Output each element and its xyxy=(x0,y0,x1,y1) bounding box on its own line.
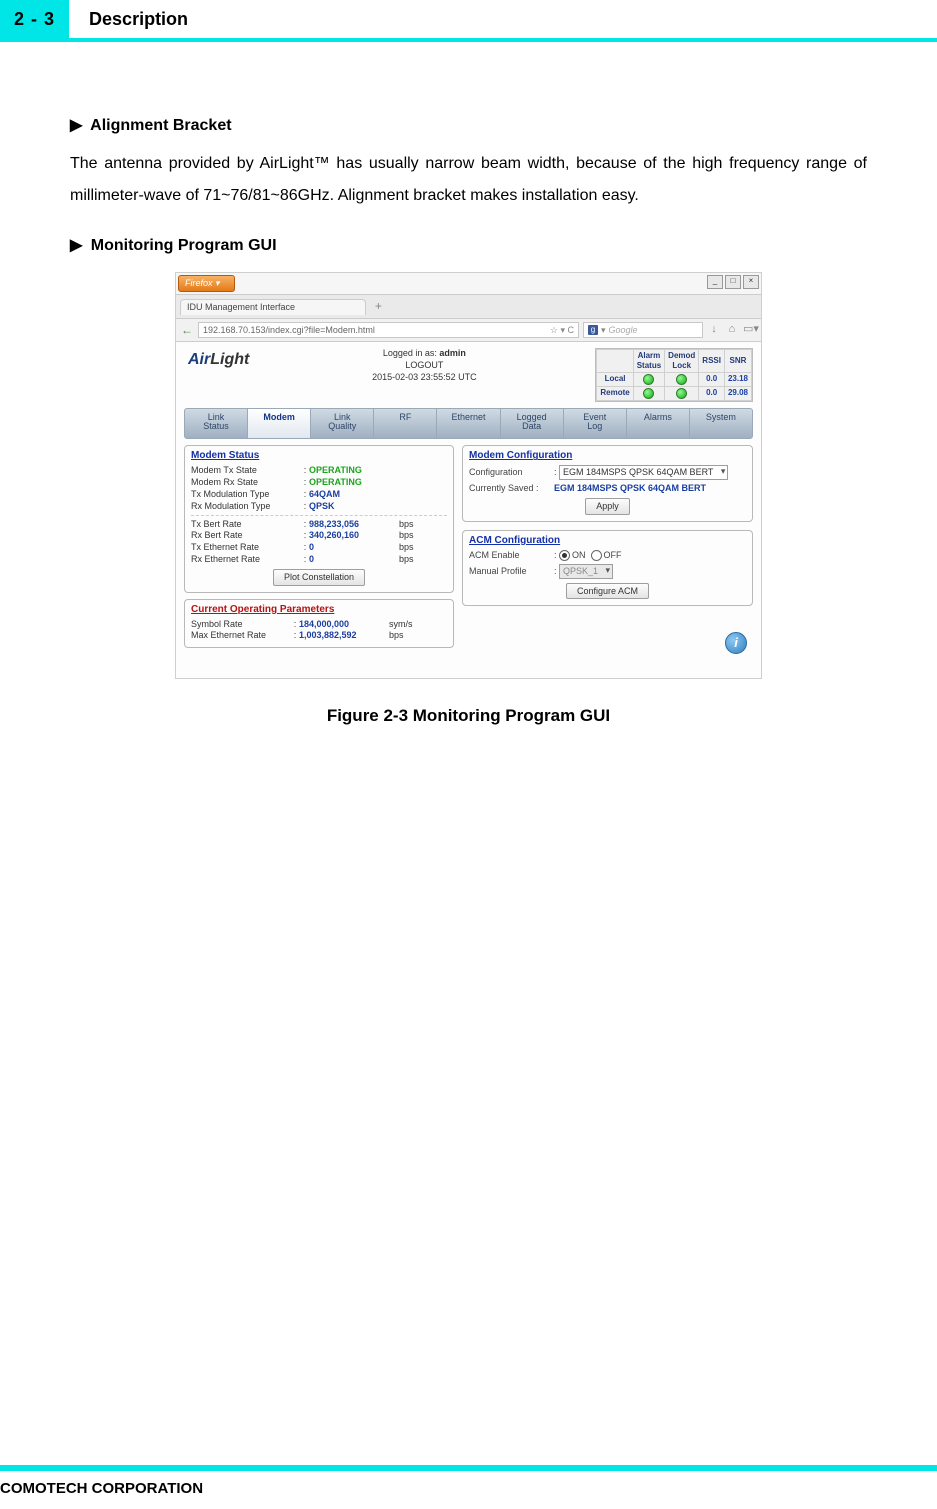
minimize-icon[interactable]: _ xyxy=(707,275,723,289)
download-icon[interactable]: ↓ xyxy=(707,323,721,336)
row-local: Local xyxy=(597,372,633,386)
col-alarm: AlarmStatus xyxy=(633,350,664,372)
modem-status-title: Modem Status xyxy=(191,450,447,462)
airlight-logo: AirLight xyxy=(184,348,253,371)
profile-select: QPSK_1 xyxy=(559,564,613,579)
tab-ethernet[interactable]: Ethernet xyxy=(437,409,500,439)
login-block: Logged in as: admin LOGOUT 2015-02-03 23… xyxy=(261,348,587,383)
tab-alarms[interactable]: Alarms xyxy=(627,409,690,439)
home-icon[interactable]: ⌂ xyxy=(725,323,739,336)
page-header: 2 - 3 Description xyxy=(0,0,937,38)
page-content: ▶ Alignment Bracket The antenna provided… xyxy=(0,42,937,733)
acm-on-radio[interactable] xyxy=(559,550,570,561)
acm-config-title: ACM Configuration xyxy=(469,535,746,547)
led-icon xyxy=(676,374,687,385)
led-icon xyxy=(676,388,687,399)
tab-event-log[interactable]: EventLog xyxy=(564,409,627,439)
row-remote: Remote xyxy=(597,386,633,400)
browser-tab[interactable]: IDU Management Interface xyxy=(180,299,366,315)
col-snr: SNR xyxy=(724,350,751,372)
bookmark-icon[interactable]: ▭▾ xyxy=(743,323,757,336)
chapter-title: Description xyxy=(69,0,188,38)
alignment-heading-text: Alignment Bracket xyxy=(90,117,231,134)
acm-config-panel: ACM Configuration ACM Enable : ON OFF Ma… xyxy=(462,530,753,607)
configure-acm-button[interactable]: Configure ACM xyxy=(566,583,649,600)
gui-topbar: AirLight Logged in as: admin LOGOUT 2015… xyxy=(184,348,753,401)
modem-status-panel: Modem Status Modem Tx State:OPERATING Mo… xyxy=(184,445,454,592)
info-icon[interactable]: i xyxy=(725,632,747,654)
led-icon xyxy=(643,374,654,385)
col-rssi: RSSI xyxy=(699,350,725,372)
bullet-icon: ▶ xyxy=(70,117,82,134)
logout-link[interactable]: LOGOUT xyxy=(405,360,443,370)
gui-body: AirLight Logged in as: admin LOGOUT 2015… xyxy=(176,342,761,678)
close-icon[interactable]: × xyxy=(743,275,759,289)
firefox-button[interactable]: Firefox ▾ xyxy=(178,275,235,292)
col-demod: DemodLock xyxy=(665,350,699,372)
new-tab-icon[interactable]: + xyxy=(369,298,388,314)
browser-tabbar: IDU Management Interface + xyxy=(176,294,761,319)
url-bar[interactable]: 192.168.70.153/index.cgi?file=Modem.html… xyxy=(198,322,579,339)
alignment-body: The antenna provided by AirLight™ has us… xyxy=(70,148,867,212)
acm-off-radio[interactable] xyxy=(591,550,602,561)
tab-rf[interactable]: RF xyxy=(374,409,437,439)
url-text: 192.168.70.153/index.cgi?file=Modem.html xyxy=(203,325,375,336)
footer-rule xyxy=(0,1465,937,1471)
maximize-icon[interactable]: □ xyxy=(725,275,741,289)
search-bar[interactable]: g ▾ Google xyxy=(583,322,703,339)
window-controls: _ □ × xyxy=(707,275,759,289)
apply-button[interactable]: Apply xyxy=(585,498,630,515)
search-placeholder: Google xyxy=(609,325,638,336)
modem-status-rows1: Modem Tx State:OPERATING Modem Rx State:… xyxy=(191,465,447,511)
plot-constellation-button[interactable]: Plot Constellation xyxy=(273,569,365,586)
tab-logged-data[interactable]: LoggedData xyxy=(501,409,564,439)
nav-back-icon[interactable]: ← xyxy=(180,323,194,337)
chapter-tag: 2 - 3 xyxy=(0,0,69,38)
google-icon: g xyxy=(588,325,598,335)
tab-modem[interactable]: Modem xyxy=(248,409,311,439)
gui-heading-text: Monitoring Program GUI xyxy=(91,237,277,254)
tab-link-quality[interactable]: LinkQuality xyxy=(311,409,374,439)
figure-caption: Figure 2-3 Monitoring Program GUI xyxy=(70,699,867,733)
panels: Modem Status Modem Tx State:OPERATING Mo… xyxy=(184,445,753,648)
tab-row: LinkStatus Modem LinkQuality RF Ethernet… xyxy=(184,408,753,440)
address-bar-row: ← 192.168.70.153/index.cgi?file=Modem.ht… xyxy=(176,319,761,343)
current-params-panel: Current Operating Parameters Symbol Rate… xyxy=(184,599,454,649)
current-params-title: Current Operating Parameters xyxy=(191,604,447,616)
modem-config-title: Modem Configuration xyxy=(469,450,746,462)
gui-heading: ▶ Monitoring Program GUI xyxy=(70,230,867,262)
tab-system[interactable]: System xyxy=(690,409,752,439)
alignment-heading: ▶ Alignment Bracket xyxy=(70,110,867,142)
footer-text: COMOTECH CORPORATION xyxy=(0,1480,203,1497)
timestamp: 2015-02-03 23:55:52 UTC xyxy=(372,372,477,382)
gui-screenshot: Firefox ▾ _ □ × IDU Management Interface… xyxy=(175,272,762,679)
config-select[interactable]: EGM 184MSPS QPSK 64QAM BERT xyxy=(559,465,728,480)
modem-config-panel: Modem Configuration Configuration : EGM … xyxy=(462,445,753,521)
tab-link-status[interactable]: LinkStatus xyxy=(185,409,248,439)
status-table: AlarmStatus DemodLock RSSI SNR Local 0.0… xyxy=(595,348,753,401)
led-icon xyxy=(643,388,654,399)
modem-status-rows2: Tx Bert Rate:988,233,056bps Rx Bert Rate… xyxy=(191,519,447,565)
bullet-icon: ▶ xyxy=(70,237,82,254)
